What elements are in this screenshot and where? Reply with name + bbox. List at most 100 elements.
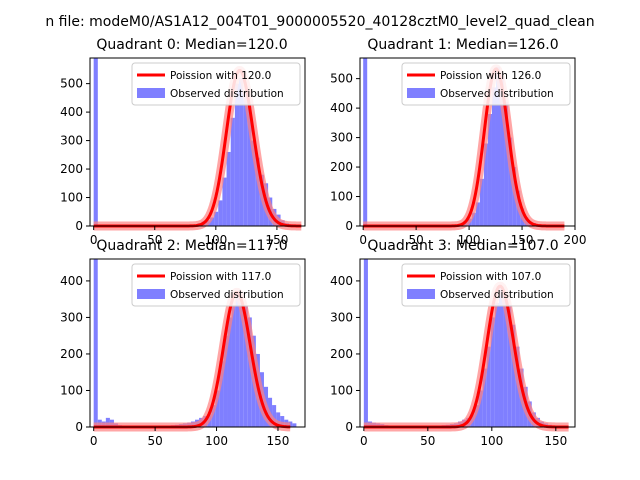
y-tick-label: 300 xyxy=(330,131,353,145)
y-tick-label: 400 xyxy=(60,105,83,119)
x-tick-label: 0 xyxy=(359,233,367,247)
quadrant-1-panel: 0 50 100 150 200 0 100 200 300 400 500 Poission wit… xyxy=(330,37,586,247)
histogram-bar xyxy=(223,335,228,427)
x-tick-label: 150 xyxy=(265,233,288,247)
histogram-bar xyxy=(231,306,236,427)
histogram-bar xyxy=(495,66,501,226)
histogram-bar xyxy=(483,143,488,226)
histogram-bar xyxy=(474,405,479,427)
x-tick-label: 0 xyxy=(90,233,98,247)
histogram-bar xyxy=(494,302,499,427)
y-tick-label: 300 xyxy=(60,134,83,148)
histogram-bar xyxy=(487,114,492,226)
legend-bar-swatch xyxy=(137,88,165,98)
histogram-bar xyxy=(214,211,219,226)
quadrant-3-panel: 0 50 100 150 0 100 200 300 400 Poission with 107.… xyxy=(330,238,576,448)
histogram-bar xyxy=(503,295,508,427)
histogram-bar xyxy=(93,259,98,427)
histogram-bar xyxy=(363,259,368,427)
quadrant-title: Quadrant 1: Median=126.0 xyxy=(367,37,558,53)
x-tick-label: 50 xyxy=(147,434,162,448)
histogram-bar xyxy=(471,212,476,226)
histogram-bar xyxy=(235,291,240,427)
y-tick-label: 0 xyxy=(75,420,83,434)
histogram-bar xyxy=(486,346,491,427)
y-tick-label: 400 xyxy=(330,101,353,115)
y-tick-label: 200 xyxy=(60,162,83,176)
legend-label-poisson: Poission with 117.0 xyxy=(170,271,271,283)
legend-label-poisson: Poission with 126.0 xyxy=(440,70,541,82)
x-tick-label: 200 xyxy=(564,233,587,247)
legend-bar-swatch xyxy=(407,289,435,299)
histogram-bar xyxy=(504,102,509,226)
y-tick-label: 200 xyxy=(60,347,83,361)
histogram-bar xyxy=(105,417,110,427)
legend-label-poisson: Poission with 120.0 xyxy=(170,70,271,82)
histogram-bar xyxy=(227,317,232,427)
y-tick-label: 0 xyxy=(345,420,353,434)
x-tick-label: 50 xyxy=(420,434,435,448)
y-tick-label: 300 xyxy=(330,310,353,324)
y-tick-label: 0 xyxy=(345,219,353,233)
y-tick-label: 100 xyxy=(330,190,353,204)
y-tick-label: 200 xyxy=(330,160,353,174)
histogram-bar xyxy=(215,390,220,427)
x-tick-label: 150 xyxy=(267,434,290,448)
x-tick-label: 100 xyxy=(205,434,228,448)
y-tick-label: 100 xyxy=(60,383,83,397)
legend-label-observed: Observed distribution xyxy=(440,88,554,100)
histogram-bar xyxy=(239,302,244,427)
legend-label-observed: Observed distribution xyxy=(170,88,284,100)
y-tick-label: 100 xyxy=(60,191,83,205)
histogram-bar xyxy=(218,200,223,226)
legend-bar-swatch xyxy=(137,289,165,299)
histogram-bar xyxy=(234,83,240,226)
x-tick-label: 150 xyxy=(511,233,534,247)
histogram-bar xyxy=(498,288,504,427)
quadrant-title: Quadrant 0: Median=120.0 xyxy=(96,37,287,53)
x-tick-label: 50 xyxy=(408,233,423,247)
histogram-bar xyxy=(211,405,216,427)
axes-frame xyxy=(89,57,306,227)
histogram-bar xyxy=(219,361,224,427)
x-tick-label: 50 xyxy=(147,233,162,247)
axes-frame xyxy=(359,57,576,227)
histogram-bar xyxy=(93,58,98,226)
histogram-bar xyxy=(209,217,215,226)
quadrant-0-panel: 0 50 100 150 0 100 200 300 400 500 Poission with 1… xyxy=(60,37,306,247)
y-tick-label: 500 xyxy=(330,72,353,86)
histogram-bar xyxy=(500,78,505,226)
axes-frame xyxy=(359,258,576,428)
histogram-bar xyxy=(508,137,513,226)
y-tick-label: 400 xyxy=(330,274,353,288)
y-tick-label: 400 xyxy=(60,274,83,288)
histogram-bar xyxy=(276,412,281,427)
x-tick-label: 100 xyxy=(458,233,481,247)
x-tick-label: 0 xyxy=(360,434,368,448)
histogram-bar xyxy=(247,317,252,427)
histogram-bar xyxy=(243,306,248,427)
histogram-bar xyxy=(230,117,235,226)
histogram-bar xyxy=(475,202,480,226)
legend-bar-swatch xyxy=(407,88,435,98)
histogram-bar xyxy=(272,405,277,427)
histogram-bar xyxy=(239,77,244,226)
x-tick-label: 150 xyxy=(544,434,567,448)
y-tick-label: 300 xyxy=(60,310,83,324)
histogram-bar xyxy=(507,306,512,427)
x-tick-label: 100 xyxy=(204,233,227,247)
histogram-bar xyxy=(479,178,484,226)
legend-label-observed: Observed distribution xyxy=(170,289,284,301)
legend-label-poisson: Poission with 107.0 xyxy=(440,271,541,283)
figure-suptitle: n file: modeM0/AS1A12_004T01_9000005520_… xyxy=(45,14,594,30)
histogram-bar xyxy=(491,87,496,226)
y-tick-label: 200 xyxy=(330,347,353,361)
legend-box xyxy=(401,62,571,106)
histogram-bar xyxy=(222,177,227,226)
y-tick-label: 500 xyxy=(60,77,83,91)
histogram-bar xyxy=(363,58,368,226)
legend-box xyxy=(131,62,301,106)
quadrant-title: Quadrant 2: Median=117.0 xyxy=(96,238,287,254)
histogram-bar xyxy=(247,106,252,226)
